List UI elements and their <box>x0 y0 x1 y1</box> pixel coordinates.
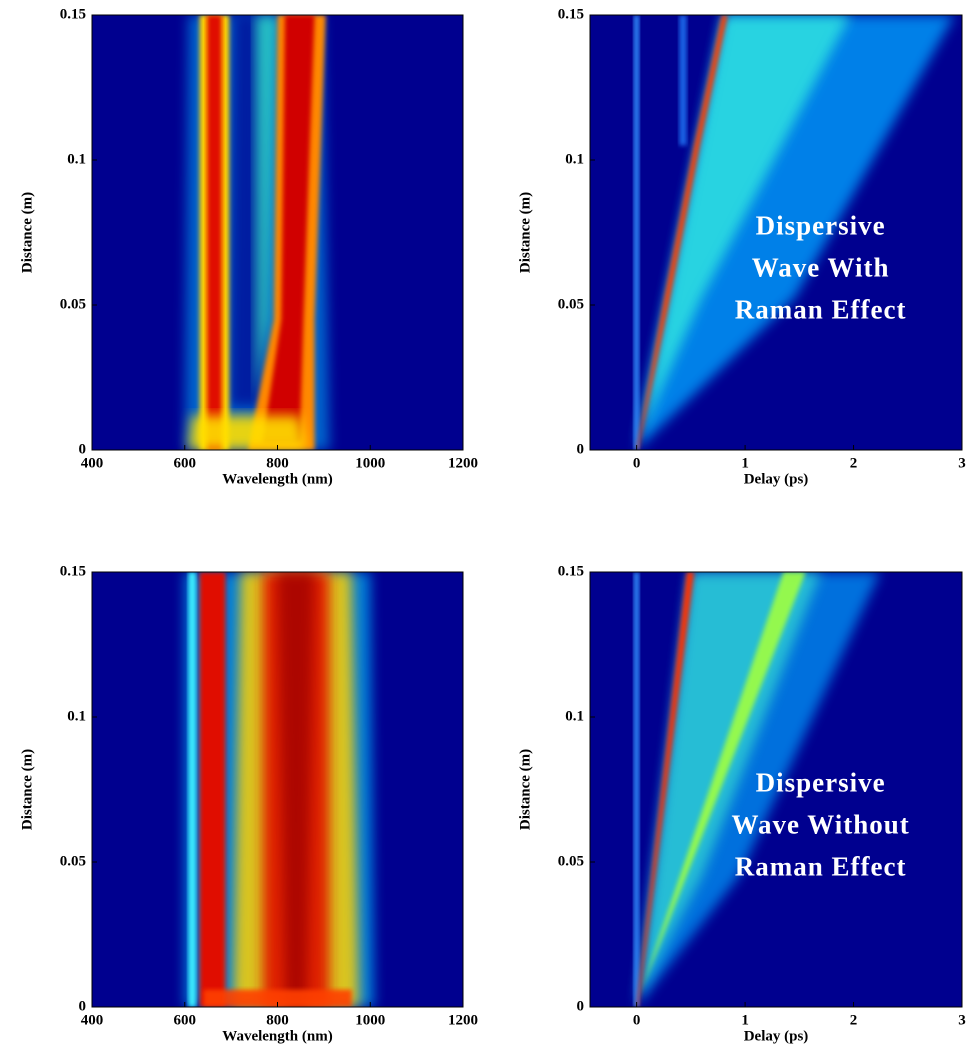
heatmap-feature <box>188 572 196 1007</box>
y-tick-label: 0.05 <box>60 296 86 312</box>
heatmap-feature <box>633 572 640 1007</box>
x-tick-label: 600 <box>174 1012 197 1028</box>
y-tick-label: 0 <box>79 998 87 1014</box>
x-tick-label: 0 <box>633 455 641 471</box>
panel: 0 1 2 3 0 0.05 0.1 0.15 Delay (ps) Distance (m) Di… <box>517 6 965 487</box>
y-tick-label: 0 <box>577 441 585 457</box>
x-tick-label: 400 <box>81 455 104 471</box>
annotation: Wave Without <box>731 809 909 839</box>
x-tick-label: 2 <box>850 1012 858 1028</box>
heatmap-feature <box>199 572 226 1007</box>
annotation: Dispersive <box>756 767 886 797</box>
y-tick-label: 0.15 <box>558 6 584 22</box>
heatmap-feature <box>255 15 278 407</box>
y-tick-label: 0.1 <box>67 708 86 724</box>
y-tick-label: 0.1 <box>565 151 584 167</box>
y-tick-label: 0.15 <box>60 563 86 579</box>
annotation: Raman Effect <box>735 851 907 881</box>
panel: 0 1 2 3 0 0.05 0.1 0.15 Delay (ps) Distance (m) Di… <box>517 563 965 1044</box>
y-axis-label: Distance (m) <box>19 749 35 830</box>
annotation: Dispersive <box>756 210 886 240</box>
y-tick-label: 0.15 <box>558 563 584 579</box>
x-tick-label: 2 <box>850 455 858 471</box>
x-tick-label: 400 <box>81 1012 104 1028</box>
axes-frame <box>589 571 963 1008</box>
heatmap-feature <box>203 989 352 1007</box>
y-tick-label: 0.1 <box>565 708 584 724</box>
x-tick-label: 800 <box>266 1012 289 1028</box>
heatmap-feature <box>636 572 695 1007</box>
x-axis-label: Wavelength (nm) <box>222 471 332 487</box>
y-tick-label: 0.05 <box>558 853 584 869</box>
y-tick-label: 0 <box>79 441 87 457</box>
annotation: Raman Effect <box>735 294 907 324</box>
y-axis-label: Distance (m) <box>517 749 533 830</box>
heatmap-feature <box>277 572 315 1007</box>
x-tick-label: 1 <box>741 1012 749 1028</box>
x-tick-label: 1200 <box>448 455 478 471</box>
x-tick-label: 800 <box>266 455 289 471</box>
x-axis-label: Delay (ps) <box>744 1028 809 1044</box>
x-tick-label: 1000 <box>355 455 385 471</box>
x-axis-label: Delay (ps) <box>744 471 809 487</box>
panel: 400 600 800 1000 1200 0 0.05 0.1 0.15 Wavelength … <box>19 563 478 1044</box>
heatmap-feature <box>638 15 851 442</box>
heatmap <box>92 572 463 1007</box>
y-tick-label: 0 <box>577 998 585 1014</box>
y-tick-label: 0.15 <box>60 6 86 22</box>
x-tick-label: 1200 <box>448 1012 478 1028</box>
x-tick-label: 1 <box>741 455 749 471</box>
x-tick-label: 3 <box>958 1012 966 1028</box>
heatmap <box>92 15 463 450</box>
annotation: Wave With <box>752 252 890 282</box>
heatmap-feature <box>638 572 806 999</box>
heatmap-feature <box>262 15 315 442</box>
heatmap <box>590 572 962 1007</box>
y-tick-label: 0.05 <box>60 853 86 869</box>
y-tick-label: 0.05 <box>558 296 584 312</box>
heatmap-feature <box>633 15 640 450</box>
heatmap-feature <box>679 15 687 146</box>
x-tick-label: 1000 <box>355 1012 385 1028</box>
y-axis-label: Distance (m) <box>19 192 35 273</box>
x-tick-label: 3 <box>958 455 966 471</box>
heatmap-feature <box>207 15 222 450</box>
x-tick-label: 600 <box>174 455 197 471</box>
heatmap <box>590 15 962 450</box>
heatmap-feature <box>638 572 821 999</box>
x-axis-label: Wavelength (nm) <box>222 1028 332 1044</box>
panel: 400 600 800 1000 1200 0 0.05 0.1 0.15 Wavelength … <box>19 6 478 487</box>
y-axis-label: Distance (m) <box>517 192 533 273</box>
y-tick-label: 0.1 <box>67 151 86 167</box>
heatmap-feature <box>188 415 308 450</box>
axes-frame <box>589 14 963 451</box>
x-tick-label: 0 <box>633 1012 641 1028</box>
heatmap-feature <box>636 15 728 450</box>
